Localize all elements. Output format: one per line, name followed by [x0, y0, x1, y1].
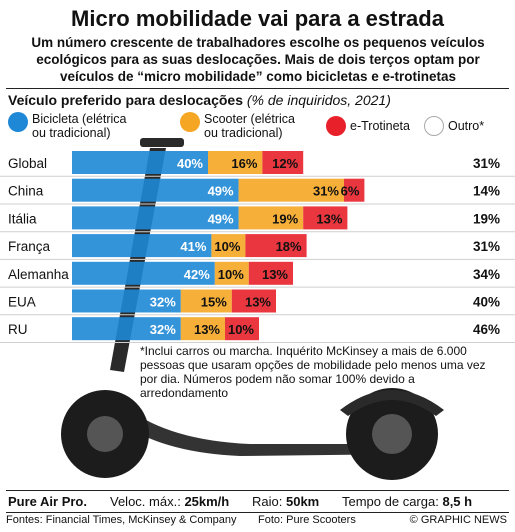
legend-swatch-outro: [424, 116, 444, 136]
divider: [6, 88, 509, 89]
data-label-outro: 19%: [473, 211, 500, 226]
data-label: 32%: [150, 322, 176, 337]
bar-segment: [72, 317, 181, 341]
spec-speed-value: 25km/h: [184, 494, 230, 509]
credits-photo: Foto: Pure Scooters: [258, 514, 356, 526]
spec-charge-label: Tempo de carga:: [342, 494, 439, 509]
legend-swatch-bicicleta: [8, 112, 28, 132]
bar-segment: [211, 234, 246, 258]
legend-swatch-etrotineta: [326, 116, 346, 136]
data-label: 41%: [180, 239, 206, 254]
bar-segment: [180, 289, 232, 313]
legend-item-etrotineta: e-Trotineta: [326, 116, 410, 136]
category-label: China: [8, 184, 44, 199]
data-label: 6%: [341, 184, 360, 199]
page-subtitle: Um número crescente de trabalhadores esc…: [31, 35, 485, 84]
bar-segment: [248, 261, 293, 285]
bar-segment: [344, 178, 365, 202]
spec-range-label: Raio:: [252, 494, 283, 509]
bar-segment: [214, 261, 249, 285]
bar-segment: [238, 206, 304, 230]
credits: Fontes: Financial Times, McKinsey & Comp…: [0, 514, 515, 530]
section-note: (% de inquiridos, 2021): [246, 92, 391, 108]
spec-speed-label: Veloc. máx.:: [110, 494, 181, 509]
data-label: 31%: [313, 184, 339, 199]
category-label: Global: [8, 156, 47, 171]
data-label: 15%: [201, 295, 227, 310]
credits-sources: Fontes: Financial Times, McKinsey & Comp…: [6, 514, 237, 526]
legend-label-outro: Outro*: [448, 119, 485, 133]
legend-item-bicicleta: Bicicleta (elétrica ou tradicional): [8, 112, 126, 140]
data-label: 13%: [194, 322, 220, 337]
legend-item-outro: Outro*: [424, 116, 484, 136]
data-label: 12%: [272, 156, 298, 171]
page-title: Micro mobilidade vai para a estrada: [71, 6, 444, 31]
credits-brand: © GRAPHIC NEWS: [409, 514, 507, 526]
data-label: 13%: [262, 267, 288, 282]
footnote: *Inclui carros ou marcha. Inquérito McKi…: [140, 344, 486, 400]
bar-segment: [180, 317, 225, 341]
section-title-text: Veículo preferido para deslocações: [8, 92, 243, 108]
spec-range-value: 50km: [285, 494, 320, 509]
bar-segment: [208, 151, 263, 174]
data-label: 49%: [208, 184, 234, 199]
data-label: 49%: [208, 211, 234, 226]
bar-segment: [262, 151, 304, 174]
legend-label-bicicleta: Bicicleta (elétrica ou tradicional): [32, 112, 127, 140]
divider-credits: [6, 512, 509, 513]
data-label: 40%: [177, 156, 203, 171]
legend-label-scooter: Scooter (elétrica ou tradicional): [204, 112, 296, 140]
data-label: 10%: [214, 239, 240, 254]
scooter-handlebar: [140, 138, 184, 147]
category-label: França: [8, 239, 51, 254]
scooter-fender: [340, 390, 444, 416]
data-label: 18%: [276, 239, 302, 254]
bar-segment: [72, 178, 239, 202]
legend-item-scooter: Scooter (elétrica ou tradicional): [180, 112, 295, 140]
data-label: 13%: [245, 295, 271, 310]
data-label-outro: 14%: [473, 184, 500, 199]
spec-model: Pure Air Pro.: [8, 494, 87, 509]
section-title: Veículo preferido para deslocações (% de…: [8, 92, 391, 108]
spec-charge-value: 8,5 h: [442, 494, 473, 509]
legend-swatch-scooter: [180, 112, 200, 132]
data-label: 19%: [272, 211, 298, 226]
scooter-front-hub: [87, 416, 123, 452]
bar-segment: [245, 234, 307, 258]
data-label-outro: 31%: [473, 156, 500, 171]
data-label: 16%: [231, 156, 257, 171]
bar-segment: [72, 261, 215, 285]
bar-segment: [231, 289, 276, 313]
bar-segment: [72, 289, 181, 313]
bar-segment: [72, 234, 212, 258]
category-label: Itália: [8, 211, 37, 226]
category-label: RU: [8, 322, 28, 337]
bar-segment: [72, 206, 239, 230]
data-label: 13%: [316, 211, 342, 226]
category-label: Alemanha: [8, 267, 69, 282]
data-label-outro: 40%: [473, 295, 500, 310]
scooter-deck: [108, 400, 420, 456]
bar-segment: [238, 178, 344, 202]
data-label: 10%: [218, 267, 244, 282]
data-label: 10%: [228, 322, 254, 337]
bar-segment: [225, 317, 259, 341]
data-label-outro: 31%: [473, 239, 500, 254]
category-label: EUA: [8, 295, 36, 310]
scooter-rear-hub: [372, 414, 412, 454]
divider-bottom: [6, 490, 509, 491]
legend-label-etrotineta: e-Trotineta: [350, 119, 410, 133]
bar-segment: [303, 206, 348, 230]
bar-segment: [72, 151, 208, 174]
data-label-outro: 34%: [473, 267, 500, 282]
data-label-outro: 46%: [473, 322, 500, 337]
data-label: 32%: [150, 295, 176, 310]
data-label: 42%: [184, 267, 210, 282]
